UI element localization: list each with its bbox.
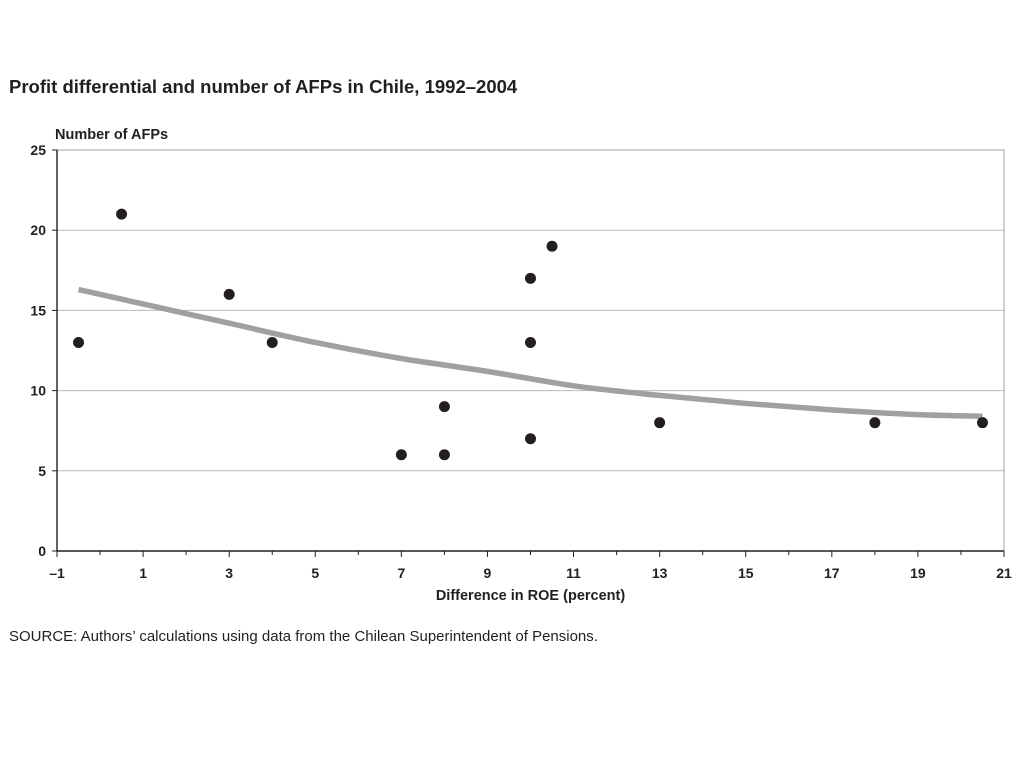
x-tick-label: 15 <box>738 565 754 581</box>
x-tick-label: 1 <box>139 565 147 581</box>
x-tick-label: 3 <box>225 565 233 581</box>
x-axis-label: Difference in ROE (percent) <box>436 588 626 604</box>
data-point <box>869 417 881 429</box>
x-tick-label: 5 <box>311 565 319 581</box>
data-point <box>976 417 988 429</box>
x-tick-label: 7 <box>397 565 405 581</box>
data-points <box>73 208 988 461</box>
y-tick-label: 10 <box>30 383 46 399</box>
y-axis-ticks: 0 5 10 15 20 25 <box>30 142 57 559</box>
source-note: SOURCE: Authors’ calculations using data… <box>9 628 598 645</box>
x-tick-label: 13 <box>652 565 668 581</box>
y-tick-label: 0 <box>38 543 46 559</box>
data-point <box>438 401 450 413</box>
y-tick-label: 25 <box>30 142 46 158</box>
data-point <box>395 449 407 461</box>
y-tick-label: 5 <box>38 463 46 479</box>
data-point <box>266 336 278 348</box>
x-tick-label: 21 <box>996 565 1012 581</box>
y-tick-label: 15 <box>30 302 46 318</box>
plot-frame <box>56 149 1005 552</box>
data-point <box>73 336 85 348</box>
x-tick-label: 9 <box>484 565 492 581</box>
data-point <box>546 240 558 252</box>
chart-title: Profit differential and number of AFPs i… <box>9 76 518 97</box>
trend-line <box>77 286 983 420</box>
data-point <box>525 336 536 348</box>
data-point <box>525 272 536 284</box>
y-axis-label: Number of AFPs <box>55 127 168 143</box>
data-point <box>438 449 450 461</box>
x-tick-label: 11 <box>566 565 581 581</box>
data-point <box>116 208 128 220</box>
data-point <box>223 288 235 300</box>
y-tick-label: 20 <box>30 222 46 238</box>
x-axis-ticks: –1 1 3 5 7 9 11 13 15 17 19 21 <box>49 551 1012 581</box>
x-tick-label: 17 <box>824 565 840 581</box>
axes <box>56 150 1004 552</box>
data-point <box>654 417 666 429</box>
x-tick-label: –1 <box>49 565 65 581</box>
data-point <box>525 433 536 445</box>
gridlines <box>57 229 1004 472</box>
x-tick-label: 19 <box>910 565 926 581</box>
